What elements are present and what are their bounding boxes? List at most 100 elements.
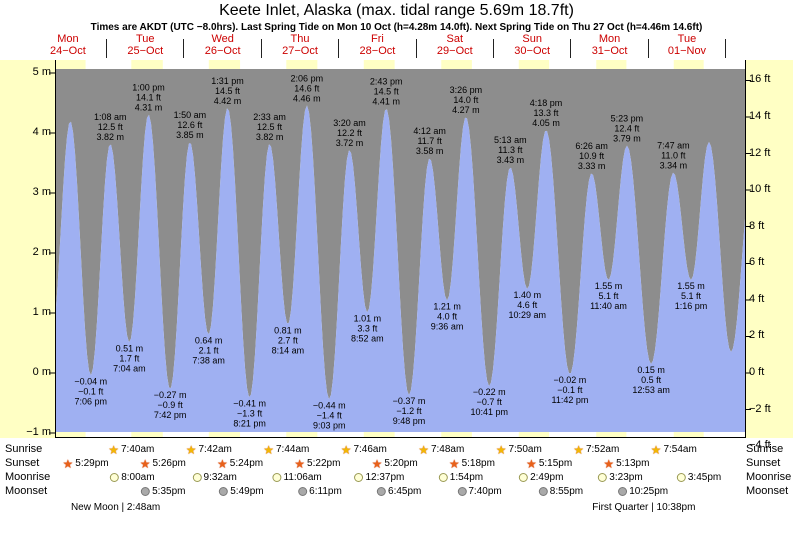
y-axis-label-ft: 2 ft xyxy=(749,329,765,342)
sunrise-time: 7:42am xyxy=(198,444,232,455)
midnight-tick xyxy=(647,39,649,58)
sunrise-time-item: ★ 7:54am xyxy=(651,443,697,456)
moonset-icon xyxy=(377,487,387,496)
sunset-star-icon: ★ xyxy=(526,456,537,471)
midnight-tick xyxy=(183,39,185,58)
tide-annotation-line: 1:50 am xyxy=(174,110,207,120)
tide-annotation-line: 8:14 am xyxy=(272,345,305,355)
sunset-star-icon: ★ xyxy=(371,456,383,471)
tide-annotation-line: 1:31 pm xyxy=(211,76,244,86)
day-name: Wed xyxy=(211,33,234,45)
moonrise-time: 11:06am xyxy=(283,472,322,483)
tide-annotation-line: −0.04 m xyxy=(74,376,107,386)
moonset-time: 10:25pm xyxy=(629,486,669,497)
tide-annotation-line: −0.22 m xyxy=(473,387,506,397)
sunset-time: 5:22pm xyxy=(307,458,341,469)
day-name: Sun xyxy=(522,33,542,45)
moonset-icon xyxy=(141,487,151,496)
day-date: 01−Nov xyxy=(667,44,707,57)
midnight-tick xyxy=(415,39,417,58)
sunset-star-icon: ★ xyxy=(217,456,228,471)
tide-annotation-line: 14.1 ft xyxy=(136,92,162,102)
day-date: 31−Oct xyxy=(591,44,628,57)
tide-annotation-line: 7:42 pm xyxy=(154,410,187,420)
tide-annotation-line: 3.82 m xyxy=(96,132,124,142)
moonrise-time: 3:45pm xyxy=(687,472,722,483)
day-label: Sun 30−Oct xyxy=(514,33,550,57)
sunrise-star-icon: ★ xyxy=(340,442,352,457)
tide-annotation-low: −0.27 m−0.9 ft7:42 pm xyxy=(154,390,187,420)
moonrise-icon xyxy=(519,473,529,482)
moonset-icon xyxy=(538,487,548,496)
day-name: Mon xyxy=(57,33,79,45)
midnight-tick xyxy=(106,39,108,58)
tide-annotation-line: 3.72 m xyxy=(336,138,364,148)
almanac-row-label-moonset-left: Moonset xyxy=(5,485,48,497)
moonset-time-item: 10:25pm xyxy=(618,485,668,498)
tide-annotation-line: 9:36 am xyxy=(431,321,464,331)
day-label: Mon 24−Oct xyxy=(50,33,86,57)
tide-annotation-low: −0.04 m−0.1 ft7:06 pm xyxy=(74,376,107,406)
tide-annotation-line: 1.01 m xyxy=(354,313,382,323)
moonrise-icon xyxy=(192,473,202,482)
tide-annotation-line: 14.0 ft xyxy=(453,95,479,105)
day-label: Wed 26−Oct xyxy=(205,33,241,57)
tide-annotation-line: 4.0 ft xyxy=(437,311,458,321)
moonset-time-item: 7:40pm xyxy=(457,485,502,498)
moonrise-time: 8:00am xyxy=(121,472,155,483)
tide-annotation-line: 10.9 ft xyxy=(579,151,605,161)
sunset-time-item: ★ 5:26pm xyxy=(140,457,186,470)
sunrise-star-icon: ★ xyxy=(108,442,119,457)
moonset-time-item: 5:49pm xyxy=(219,485,264,498)
almanac-row-label-sunrise-right: Sunrise xyxy=(746,443,784,455)
y-axis-label-m: 5 m xyxy=(32,66,51,78)
moonset-icon xyxy=(618,487,628,496)
tide-annotation-low: 1.01 m3.3 ft8:52 am xyxy=(351,313,384,343)
y-axis-label-m: 4 m xyxy=(32,126,51,138)
tide-annotation-line: 3.33 m xyxy=(578,161,606,171)
tide-annotation-line: 13.3 ft xyxy=(534,108,560,118)
day-date: 29−Oct xyxy=(436,44,473,57)
sunset-time-item: ★ 5:22pm xyxy=(294,457,340,470)
sunrise-time-item: ★ 7:52am xyxy=(573,443,619,456)
sunrise-time: 7:48am xyxy=(430,444,465,455)
tide-annotation-line: 0.5 ft xyxy=(641,375,662,385)
moonset-time: 5:35pm xyxy=(152,486,186,497)
sunset-star-icon: ★ xyxy=(62,456,74,471)
sunset-time: 5:29pm xyxy=(75,458,109,469)
moonrise-time: 9:32am xyxy=(203,472,237,483)
tide-annotation-line: 4.46 m xyxy=(293,93,321,103)
tide-annotation-line: 12.4 ft xyxy=(614,124,640,134)
sunset-time-item: ★ 5:13pm xyxy=(603,457,649,470)
tide-annotation-line: 2:33 am xyxy=(253,112,286,122)
tide-annotation-line: 11:42 pm xyxy=(551,395,588,405)
moonset-time: 6:11pm xyxy=(309,486,342,497)
tide-annotation-line: 10:41 pm xyxy=(470,407,508,417)
tide-annotation-line: 11.7 ft xyxy=(417,136,442,146)
sky-area xyxy=(55,69,745,400)
y-axis-label-ft: 16 ft xyxy=(749,73,771,86)
sunrise-time-item: ★ 7:40am xyxy=(108,443,154,456)
tide-annotation-line: −0.37 m xyxy=(393,396,426,406)
moonset-time: 7:40pm xyxy=(468,486,502,497)
day-label: Tue 25−Oct xyxy=(127,33,163,57)
sunset-star-icon: ★ xyxy=(448,456,460,471)
almanac-row-label-sunset-right: Sunset xyxy=(746,457,781,469)
tide-annotation-line: 7:06 pm xyxy=(75,396,108,406)
day-date: 27−Oct xyxy=(282,44,318,57)
sunrise-star-icon: ★ xyxy=(495,442,507,457)
tide-annotation-line: 5:13 am xyxy=(494,135,527,145)
almanac-row-label-moonset-right: Moonset xyxy=(746,485,789,497)
sunrise-star-icon: ★ xyxy=(185,442,197,457)
tide-annotation-line: 1.55 m xyxy=(677,281,705,291)
tide-annotation-line: 0.15 m xyxy=(637,365,665,375)
tide-annotation-line: 1:00 pm xyxy=(132,82,165,92)
moonrise-time: 2:49pm xyxy=(530,472,564,483)
